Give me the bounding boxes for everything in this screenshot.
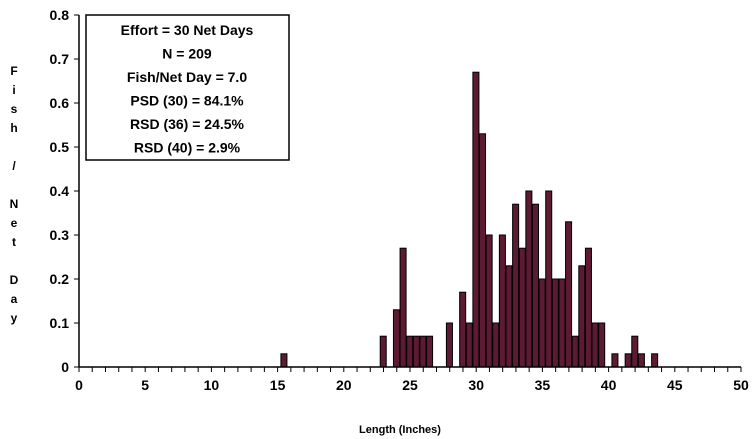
bar	[624, 353, 632, 368]
bar	[551, 278, 559, 368]
y-axis-title-char: D	[10, 273, 19, 287]
bar	[525, 190, 533, 368]
x-tick-label: 25	[402, 377, 418, 393]
y-tick-label: 0.4	[50, 183, 70, 199]
bar	[512, 203, 520, 368]
bars-group	[280, 71, 659, 368]
bar	[558, 278, 566, 368]
bar	[406, 335, 414, 368]
x-tick-label: 45	[667, 377, 683, 393]
bar	[598, 322, 606, 368]
stats-line: PSD (30) = 84.1%	[130, 93, 244, 109]
bar	[426, 335, 434, 368]
bar	[505, 265, 513, 368]
bar	[565, 221, 573, 368]
y-tick-label: 0.3	[50, 227, 70, 243]
stats-line: RSD (36) = 24.5%	[130, 116, 245, 132]
stats-line: Effort = 30 Net Days	[121, 22, 254, 38]
bar	[637, 353, 645, 368]
bar	[399, 247, 407, 368]
bar	[379, 335, 387, 368]
stats-box: Effort = 30 Net Days N = 209 Fish/Net Day …	[85, 14, 290, 161]
y-tick-labels: 0 0.1 0.2 0.3 0.4 0.5 0.6 0.7 0.8	[50, 7, 70, 375]
y-axis-title-char: s	[11, 102, 18, 116]
x-axis-title: Length (Inches)	[359, 424, 441, 436]
x-tick-label: 10	[204, 377, 220, 393]
bar	[578, 265, 586, 368]
bar	[412, 335, 420, 368]
stats-line: RSD (40) = 2.9%	[134, 140, 241, 156]
bar	[611, 353, 619, 368]
bar	[485, 234, 493, 368]
bar	[465, 322, 473, 368]
y-tick-label: 0.2	[50, 271, 70, 287]
bar	[419, 335, 427, 368]
y-axis-title-char: a	[11, 292, 18, 306]
x-tick-label: 15	[270, 377, 286, 393]
stats-line: N = 209	[162, 46, 212, 62]
y-axis-title-char: y	[11, 311, 18, 325]
bar	[591, 322, 599, 368]
y-axis-title-char: i	[12, 83, 15, 97]
bar	[280, 353, 288, 368]
y-axis-title-char: h	[10, 121, 17, 135]
y-tick-label: 0.5	[50, 139, 70, 155]
x-tick-labels: 0 5 10 15 20 25 30 35 40 45 50	[75, 377, 749, 393]
y-axis-title-char: e	[11, 216, 18, 230]
x-tick-label: 40	[601, 377, 617, 393]
bar	[531, 203, 539, 368]
bar	[492, 322, 500, 368]
y-tick-label: 0.8	[50, 7, 70, 23]
y-axis-title-char: F	[10, 64, 17, 78]
stats-line: Fish/Net Day = 7.0	[127, 69, 247, 85]
x-tick-label: 35	[535, 377, 551, 393]
y-tick-label: 0.6	[50, 95, 70, 111]
bar	[631, 335, 639, 368]
x-tick-label: 30	[468, 377, 484, 393]
bar	[498, 234, 506, 368]
x-tick-label: 0	[75, 377, 83, 393]
bar	[538, 278, 546, 368]
x-tick-label: 50	[733, 377, 749, 393]
bar	[651, 353, 659, 368]
y-axis-title-char: t	[12, 235, 16, 249]
stats-box-frame	[85, 14, 290, 161]
bar	[584, 247, 592, 368]
y-tick-label: 0.1	[50, 315, 70, 331]
bar	[459, 291, 467, 368]
bar	[479, 133, 487, 368]
bar	[545, 190, 553, 368]
x-tick-label: 5	[141, 377, 149, 393]
y-axis-title-char: /	[12, 159, 16, 173]
bar	[392, 309, 400, 368]
bar	[571, 335, 579, 368]
bar	[472, 71, 480, 368]
x-tick-label: 20	[336, 377, 352, 393]
bar	[445, 322, 453, 368]
axes-group	[74, 14, 742, 372]
y-tick-label: 0.7	[50, 51, 70, 67]
y-axis-title: Fish / Net Day	[10, 64, 19, 325]
y-tick-label: 0	[61, 359, 69, 375]
bar	[518, 247, 526, 368]
y-axis-title-char: N	[10, 197, 19, 211]
